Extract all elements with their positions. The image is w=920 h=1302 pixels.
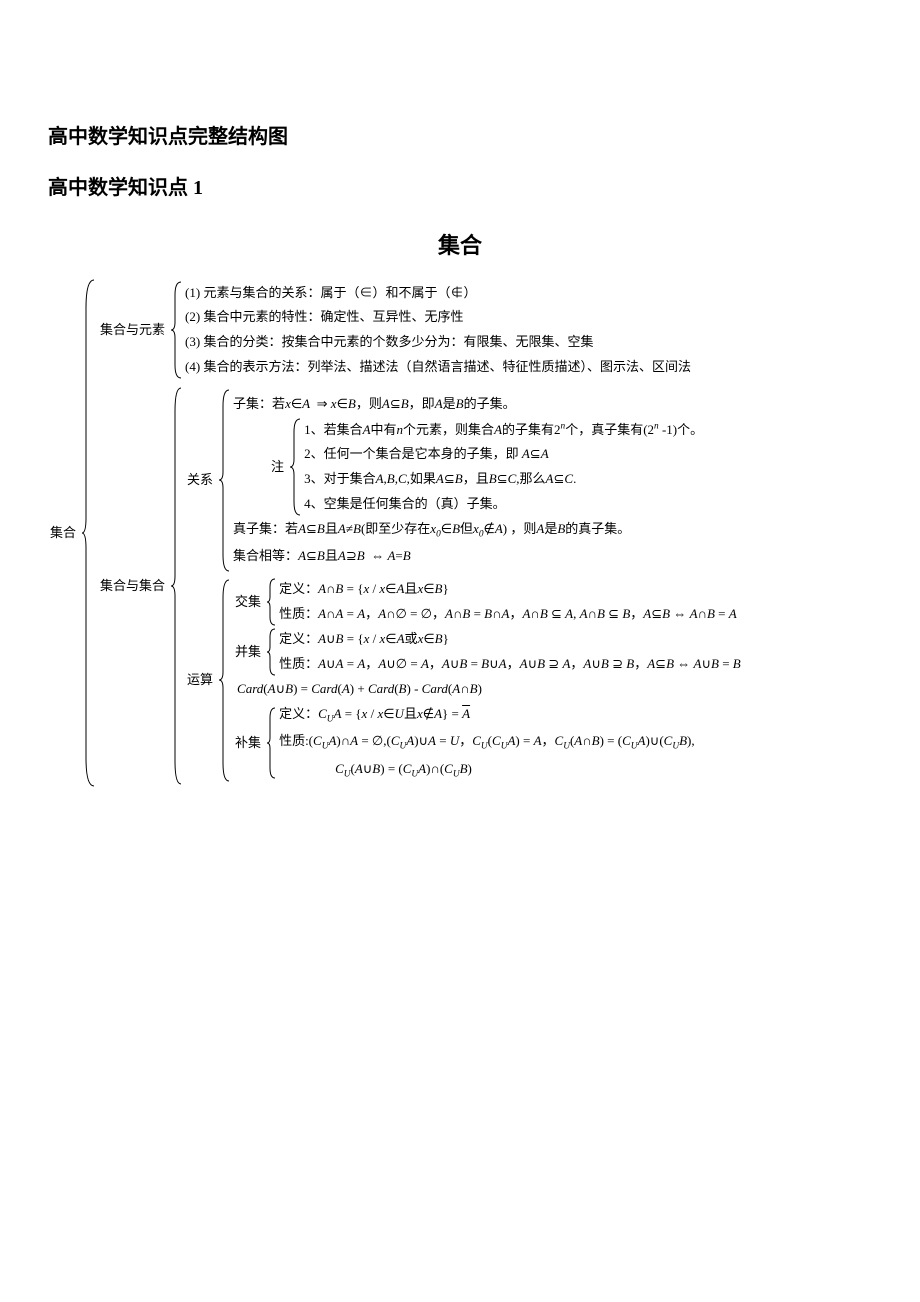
jiaoji-prop: 性质：A∩A = A，A∩∅ = ∅，A∩B = B∩A，A∩B ⊆ A, A∩… <box>279 602 737 627</box>
bingji-row: 并集 定义：A∪B = {x / x∈A或x∈B} 性质：A∪A = A，A <box>233 627 741 677</box>
zhu-line-2: 2、任何一个集合是它本身的子集，即 A⊆A <box>304 442 703 467</box>
brace-icon <box>267 577 277 627</box>
elem-line-2: (2) 集合中元素的特性：确定性、互异性、无序性 <box>185 305 691 330</box>
guanxi-row: 关系 子集：若x∈A ⇒ x∈B，则A⊆B，即A是B的子集。 <box>185 388 741 573</box>
zhenziji-line: 真子集：若A⊆B且A≠B(即至少存在x0∈B但x0∉A) ，则A是B的真子集。 <box>233 517 703 544</box>
jiaoji-row: 交集 定义：A∩B = {x / x∈A且x∈B} 性质：A∩A = A，A <box>233 577 741 627</box>
zhu-line-3: 3、对于集合A,B,C,如果A⊆B，且B⊆C,那么A⊆C. <box>304 467 703 492</box>
document-page: 高中数学知识点完整结构图 高中数学知识点 1 集合 集合 集合与元素 <box>0 0 920 828</box>
brace-icon <box>171 280 183 380</box>
bingji-def: 定义：A∪B = {x / x∈A或x∈B} <box>279 627 741 652</box>
page-title-2: 高中数学知识点 1 <box>48 171 872 200</box>
zhu-line-1: 1、若集合A中有n个元素，则集合A的子集有2n个，真子集有(2n -1)个。 <box>304 418 703 443</box>
jiaoji-def: 定义：A∩B = {x / x∈A且x∈B} <box>279 577 737 602</box>
root-label: 集合 <box>50 521 78 546</box>
brace-icon <box>219 578 231 783</box>
yunsuan-label: 运算 <box>187 668 215 693</box>
branch-sets: 集合与集合 关系 <box>98 386 741 786</box>
jiaoji-label: 交集 <box>235 590 263 615</box>
elem-line-3: (3) 集合的分类：按集合中元素的个数多少分为：有限集、无限集、空集 <box>185 330 691 355</box>
zhu-row: 注 1、若集合A中有n个元素，则集合A的子集有2n个，真子集有(2n -1)个 <box>233 417 703 517</box>
buji-def: 定义：CUA = {x / x∈U且x∉A} = A <box>279 702 695 729</box>
zhu-line-4: 4、空集是任何集合的（真）子集。 <box>304 492 703 517</box>
elem-line-1: (1) 元素与集合的关系：属于（∈）和不属于（∉） <box>185 281 691 306</box>
root-brace-cell: 集合 <box>48 278 80 788</box>
brace-icon <box>82 278 96 788</box>
buji-row: 补集 定义：CUA = {x / x∈U且x∉A} = A 性质:(CUA) <box>233 702 741 784</box>
zhu-label: 注 <box>271 455 286 480</box>
root-brace <box>80 278 98 788</box>
root-content: 集合与元素 (1) 元素与集合的关系：属于（∈）和不属于（∉） (2) 集合中元… <box>98 278 741 788</box>
guanxi-label: 关系 <box>187 468 215 493</box>
bingji-label: 并集 <box>235 640 263 665</box>
brace-icon <box>290 417 302 517</box>
buji-label: 补集 <box>235 731 263 756</box>
branch-elements: 集合与元素 (1) 元素与集合的关系：属于（∈）和不属于（∉） (2) 集合中元… <box>98 280 741 380</box>
card-line: Card(A∪B) = Card(A) + Card(B) - Card(A∩B… <box>233 677 741 702</box>
page-title-1: 高中数学知识点完整结构图 <box>48 120 872 149</box>
brace-icon <box>219 388 231 573</box>
yunsuan-row: 运算 交集 <box>185 577 741 784</box>
branch2-label: 集合与集合 <box>100 574 167 599</box>
bingji-prop: 性质：A∪A = A，A∪∅ = A，A∪B = B∪A，A∪B ⊇ A，A∪B… <box>279 652 741 677</box>
brace-icon <box>267 706 277 780</box>
buji-prop2: CU(A∪B) = (CUA)∩(CUB) <box>279 757 695 784</box>
buji-prop1: 性质:(CUA)∩A = ∅,(CUA)∪A = U，CU(CUA) = A，C… <box>279 729 695 756</box>
xiangdeng-line: 集合相等：A⊆B且A⊇B ⇔ A=B <box>233 544 703 569</box>
brace-icon <box>267 627 277 677</box>
section-title: 集合 <box>48 228 872 260</box>
ziji-line: 子集：若x∈A ⇒ x∈B，则A⊆B，即A是B的子集。 <box>233 392 703 417</box>
brace-icon <box>171 386 183 786</box>
concept-tree: 集合 集合与元素 <box>48 278 872 788</box>
branch1-label: 集合与元素 <box>100 318 167 343</box>
elem-line-4: (4) 集合的表示方法：列举法、描述法（自然语言描述、特征性质描述）、图示法、区… <box>185 355 691 380</box>
